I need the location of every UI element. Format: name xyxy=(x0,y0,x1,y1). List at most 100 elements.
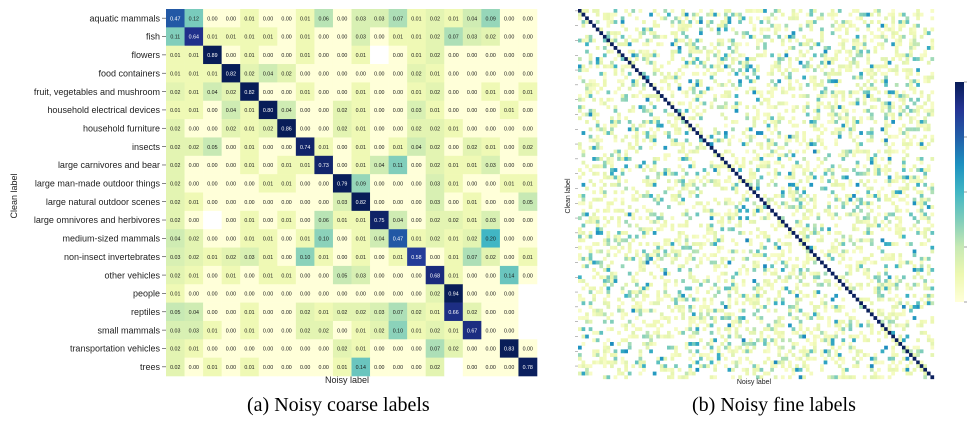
fine-heatmap-cell xyxy=(627,120,632,124)
heatmap-cell-value: 0.00 xyxy=(281,200,291,206)
fine-heatmap-cell xyxy=(610,260,614,265)
heatmap-cell xyxy=(499,357,519,377)
fine-heatmap-cell xyxy=(602,349,607,354)
fine-heatmap-cell xyxy=(780,297,785,302)
fine-heatmap-cell xyxy=(880,108,885,113)
fine-heatmap-cell xyxy=(638,216,643,221)
fine-heatmap-cell xyxy=(852,308,856,313)
fine-heatmap-cell xyxy=(845,212,849,217)
fine-heatmap-cell xyxy=(901,175,906,180)
fine-heatmap-cell xyxy=(905,201,910,206)
fine-heatmap-cell xyxy=(713,364,717,369)
heatmap-cell-value: 0.00 xyxy=(523,71,533,77)
fine-heatmap-cell xyxy=(723,201,728,206)
fine-heatmap-cell xyxy=(901,327,906,332)
fine-heatmap-cell xyxy=(795,38,799,43)
fine-heatmap-cell xyxy=(798,194,803,198)
fine-heatmap-cell xyxy=(784,108,789,113)
fine-heatmap-cell xyxy=(877,149,881,154)
fine-heatmap-cell xyxy=(624,327,628,332)
fine-heatmap-cell xyxy=(812,231,817,235)
heatmap-cell-value: 0.00 xyxy=(485,71,495,77)
fine-heatmap-cell xyxy=(688,116,693,121)
fine-heatmap-cell xyxy=(649,338,653,343)
fine-heatmap-cell xyxy=(852,242,856,246)
fine-heatmap-cell xyxy=(684,371,689,376)
fine-heatmap-cell xyxy=(777,112,782,117)
fine-heatmap-cell xyxy=(873,71,878,76)
heatmap-cell-value: 0.00 xyxy=(226,237,236,243)
fine-heatmap-cell xyxy=(748,9,753,13)
fine-heatmap-cell xyxy=(699,116,703,121)
fine-heatmap-cell xyxy=(802,216,806,221)
fine-heatmap-cell xyxy=(723,123,728,128)
fine-heatmap-cell xyxy=(805,23,810,28)
fine-heatmap-cell xyxy=(709,323,714,328)
heatmap-cell-value: 0.00 xyxy=(523,35,533,41)
fine-heatmap-cell xyxy=(659,364,664,369)
fine-heatmap-cell xyxy=(610,153,614,158)
fine-heatmap: Noisy label Clean label xyxy=(565,9,935,386)
fine-heatmap-cell xyxy=(852,375,856,380)
heatmap-cell xyxy=(240,284,260,303)
fine-heatmap-cell xyxy=(652,23,657,28)
fine-heatmap-cell xyxy=(869,327,874,332)
fine-heatmap-cell xyxy=(602,53,607,58)
fine-heatmap-cell xyxy=(930,27,935,32)
fine-heatmap-cell xyxy=(855,38,860,43)
fine-heatmap-cell xyxy=(855,182,860,187)
fine-heatmap-cell xyxy=(791,171,796,176)
fine-heatmap-cell xyxy=(620,34,625,39)
fine-heatmap-cell xyxy=(830,23,835,28)
fine-heatmap-cell xyxy=(830,249,835,254)
fine-heatmap-cell xyxy=(862,338,867,343)
fine-heatmap-cell xyxy=(745,9,750,13)
fine-heatmap-cell xyxy=(592,197,596,202)
heatmap-cell-value: 0.02 xyxy=(356,310,366,316)
heatmap-cell-value: 0.01 xyxy=(523,255,533,261)
fine-heatmap-cell xyxy=(716,290,721,295)
fine-heatmap-cell xyxy=(901,34,906,39)
heatmap-cell-value: 0.01 xyxy=(319,145,329,151)
fine-heatmap-cell xyxy=(777,60,782,65)
fine-heatmap-cell xyxy=(720,216,725,221)
fine-heatmap-cell xyxy=(795,275,799,280)
heatmap-cell-value: 0.03 xyxy=(356,35,366,41)
fine-heatmap-cell xyxy=(691,164,696,169)
fine-heatmap-cell xyxy=(752,116,757,121)
fine-heatmap-cell xyxy=(670,334,675,339)
y-tick-label: people xyxy=(133,289,160,299)
heatmap-cell-value: 0.00 xyxy=(319,200,329,206)
fine-heatmap-cell xyxy=(727,38,732,43)
fine-heatmap-cell xyxy=(795,79,799,84)
fine-heatmap-cell xyxy=(695,249,700,254)
fine-heatmap-cell xyxy=(841,297,846,302)
fine-heatmap-cell xyxy=(784,53,789,58)
fine-heatmap-cell xyxy=(802,227,806,232)
fine-heatmap-cell xyxy=(695,105,700,110)
heatmap-cell xyxy=(444,339,464,358)
fine-heatmap-cell xyxy=(691,86,696,91)
fine-heatmap-cell xyxy=(809,123,814,128)
fine-heatmap-cell xyxy=(720,160,725,165)
fine-heatmap-cell xyxy=(756,46,760,50)
heatmap-cell xyxy=(407,229,426,248)
fine-heatmap-cell xyxy=(716,201,721,206)
fine-heatmap-cell xyxy=(841,38,846,43)
fine-heatmap-diagonal-cell xyxy=(741,179,746,184)
fine-heatmap-cell xyxy=(684,34,689,39)
fine-heatmap-cell xyxy=(610,342,614,346)
fine-heatmap-cell xyxy=(652,308,657,313)
fine-heatmap-cell xyxy=(585,312,589,317)
fine-heatmap-cell xyxy=(859,12,863,17)
heatmap-cell-value: 0.00 xyxy=(393,53,403,59)
fine-heatmap-cell xyxy=(642,120,646,124)
heatmap-cell xyxy=(444,210,464,230)
fine-heatmap-cell xyxy=(581,160,586,165)
fine-heatmap-cell xyxy=(919,57,924,61)
fine-heatmap-cell xyxy=(752,208,757,213)
fine-heatmap-cell xyxy=(659,312,664,317)
heatmap-cell-value: 0.01 xyxy=(244,108,254,114)
fine-heatmap-cell xyxy=(923,227,928,232)
fine-heatmap-cell xyxy=(873,260,878,265)
